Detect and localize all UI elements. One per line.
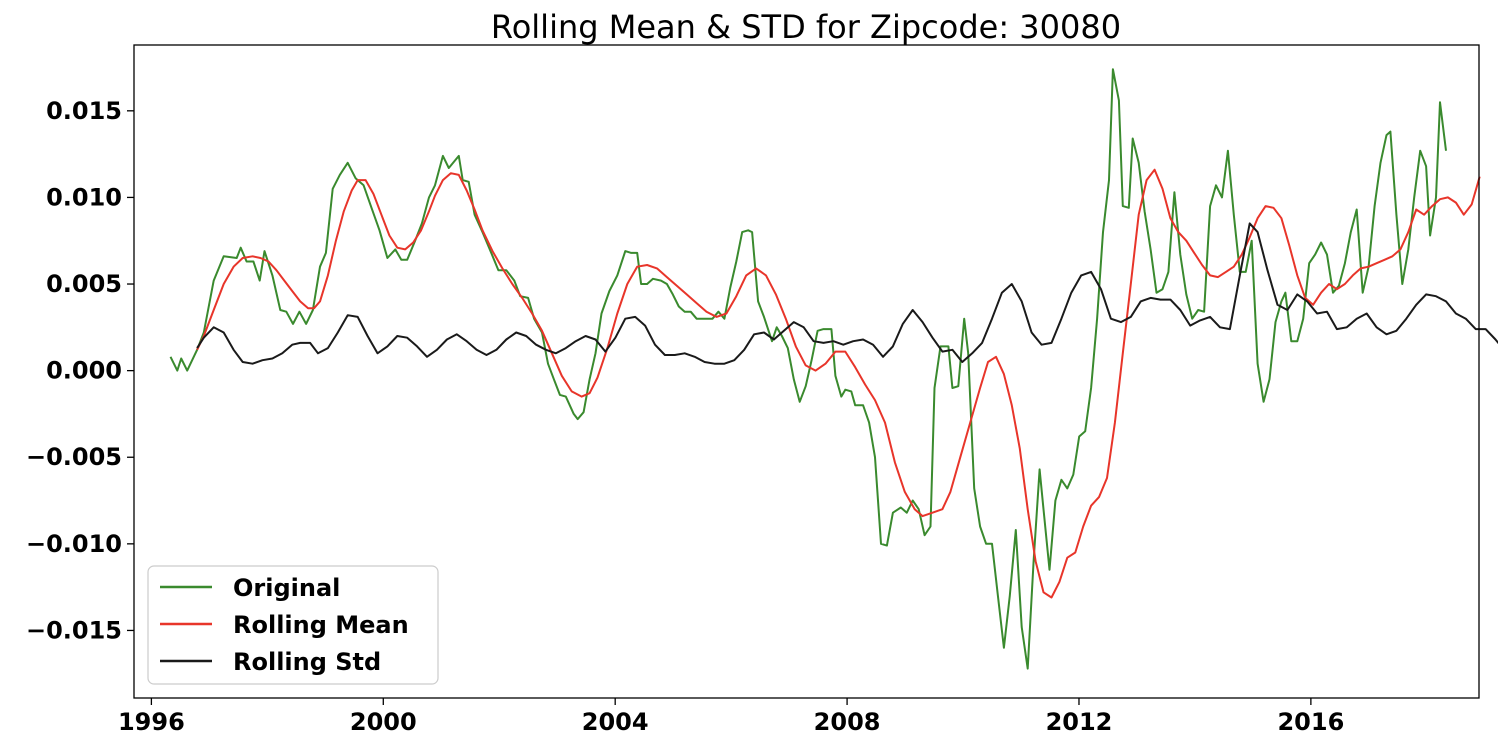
legend-label: Original	[233, 574, 340, 602]
y-tick-label: 0.010	[46, 183, 122, 211]
chart-title: Rolling Mean & STD for Zipcode: 30080	[491, 8, 1121, 46]
x-tick-label: 2016	[1277, 708, 1344, 736]
y-tick-label: 0.000	[46, 357, 122, 385]
series-line-rolling-std	[196, 222, 1498, 365]
legend-box	[147, 565, 439, 685]
plot-frame	[133, 44, 1480, 699]
x-tick-label: 1996	[118, 708, 185, 736]
legend-label: Rolling Std	[233, 648, 381, 676]
y-axis: 0.015 0.010 0.005 0.000 −0.005 −0.010 −0.015	[26, 97, 134, 644]
x-tick-label: 2008	[814, 708, 881, 736]
y-tick-label: 0.015	[46, 97, 122, 125]
legend-label: Rolling Mean	[233, 611, 409, 639]
y-tick-label: −0.010	[26, 530, 122, 558]
y-tick-label: −0.015	[26, 616, 122, 644]
legend: Original Rolling Mean Rolling Std	[147, 565, 439, 685]
series-line-rolling-mean	[196, 168, 1481, 599]
series-layer	[169, 68, 1498, 670]
x-tick-label: 2004	[582, 708, 649, 736]
y-tick-label: −0.005	[26, 443, 122, 471]
x-axis: 1996 2000 2004 2008 2012 2016	[118, 698, 1344, 736]
x-tick-label: 2000	[350, 708, 417, 736]
x-tick-label: 2012	[1046, 708, 1113, 736]
y-tick-label: 0.005	[46, 270, 122, 298]
